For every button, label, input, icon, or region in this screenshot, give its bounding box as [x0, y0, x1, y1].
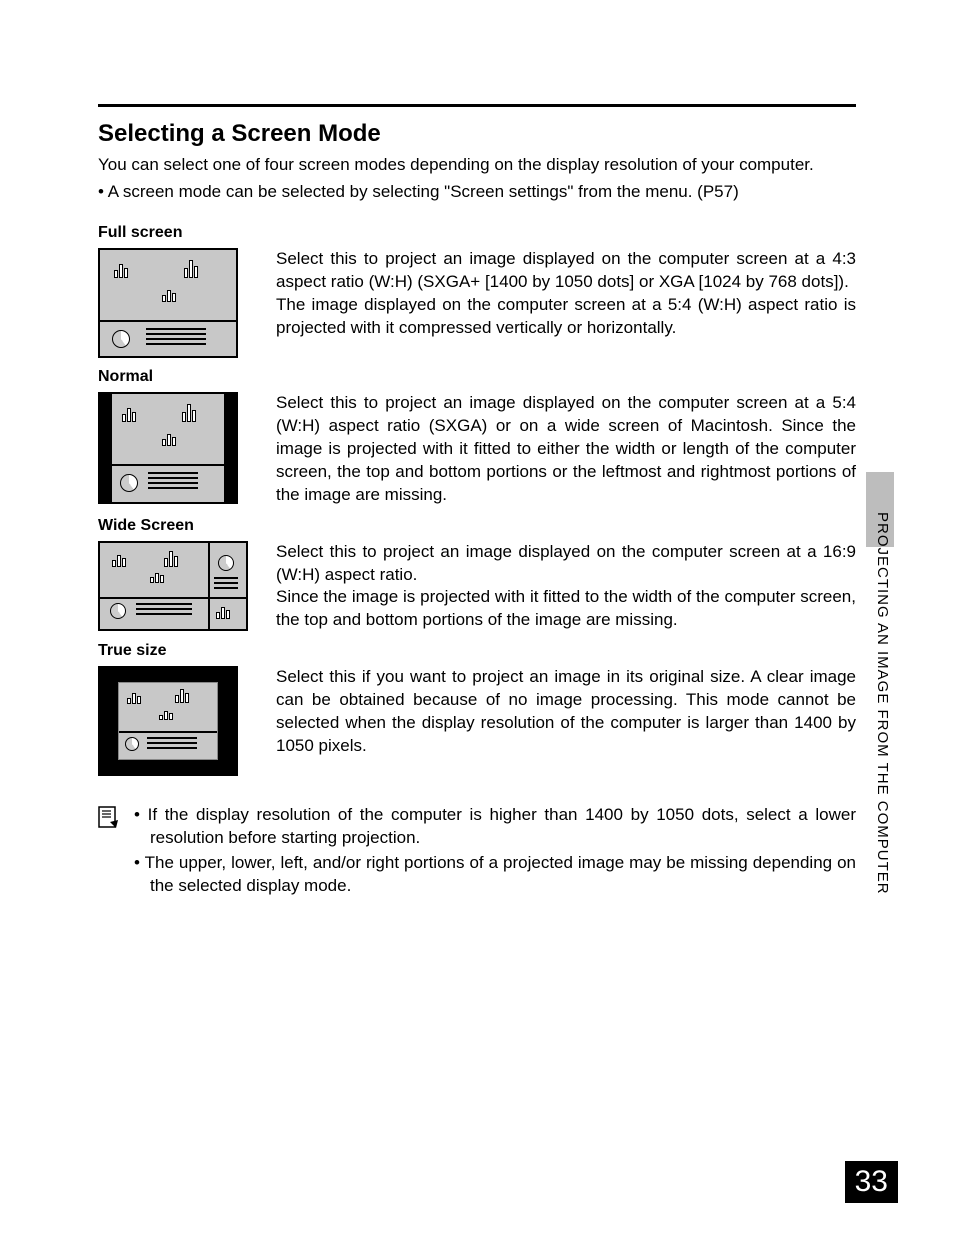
mode-full-screen: Full screen Select this to project an im…: [98, 224, 856, 358]
note-icon: [98, 804, 120, 900]
thumb-normal-icon: [98, 392, 238, 504]
intro-text: You can select one of four screen modes …: [98, 154, 856, 177]
notes-section: • If the display resolution of the compu…: [98, 804, 856, 900]
horizontal-rule: [98, 104, 856, 107]
mode-title: Wide Screen: [98, 517, 856, 535]
mode-wide-screen: Wide Screen Select this to project an im…: [98, 517, 856, 633]
mode-desc: Select this to project an image displaye…: [276, 248, 856, 340]
thumb-full-screen-icon: [98, 248, 238, 358]
note-bullet-2: • The upper, lower, left, and/or right p…: [134, 852, 856, 898]
mode-desc: Select this to project an image displaye…: [276, 392, 856, 507]
mode-desc: Select this to project an image displaye…: [276, 541, 856, 633]
mode-title: Normal: [98, 368, 856, 386]
side-section-label: PROJECTING AN IMAGE FROM THE COMPUTER: [874, 512, 891, 895]
mode-title: Full screen: [98, 224, 856, 242]
page-title: Selecting a Screen Mode: [98, 120, 856, 148]
mode-title: True size: [98, 642, 856, 660]
menu-bullet: • A screen mode can be selected by selec…: [98, 181, 856, 204]
mode-true-size: True size Select this if you want to pro…: [98, 642, 856, 776]
page-number: 33: [845, 1161, 898, 1203]
thumb-true-size-icon: [98, 666, 238, 776]
thumb-wide-screen-icon: [98, 541, 248, 631]
mode-desc: Select this if you want to project an im…: [276, 666, 856, 758]
page-content: Selecting a Screen Mode You can select o…: [98, 120, 856, 900]
note-bullet-1: • If the display resolution of the compu…: [134, 804, 856, 850]
mode-normal: Normal Select this to project an image d…: [98, 368, 856, 507]
